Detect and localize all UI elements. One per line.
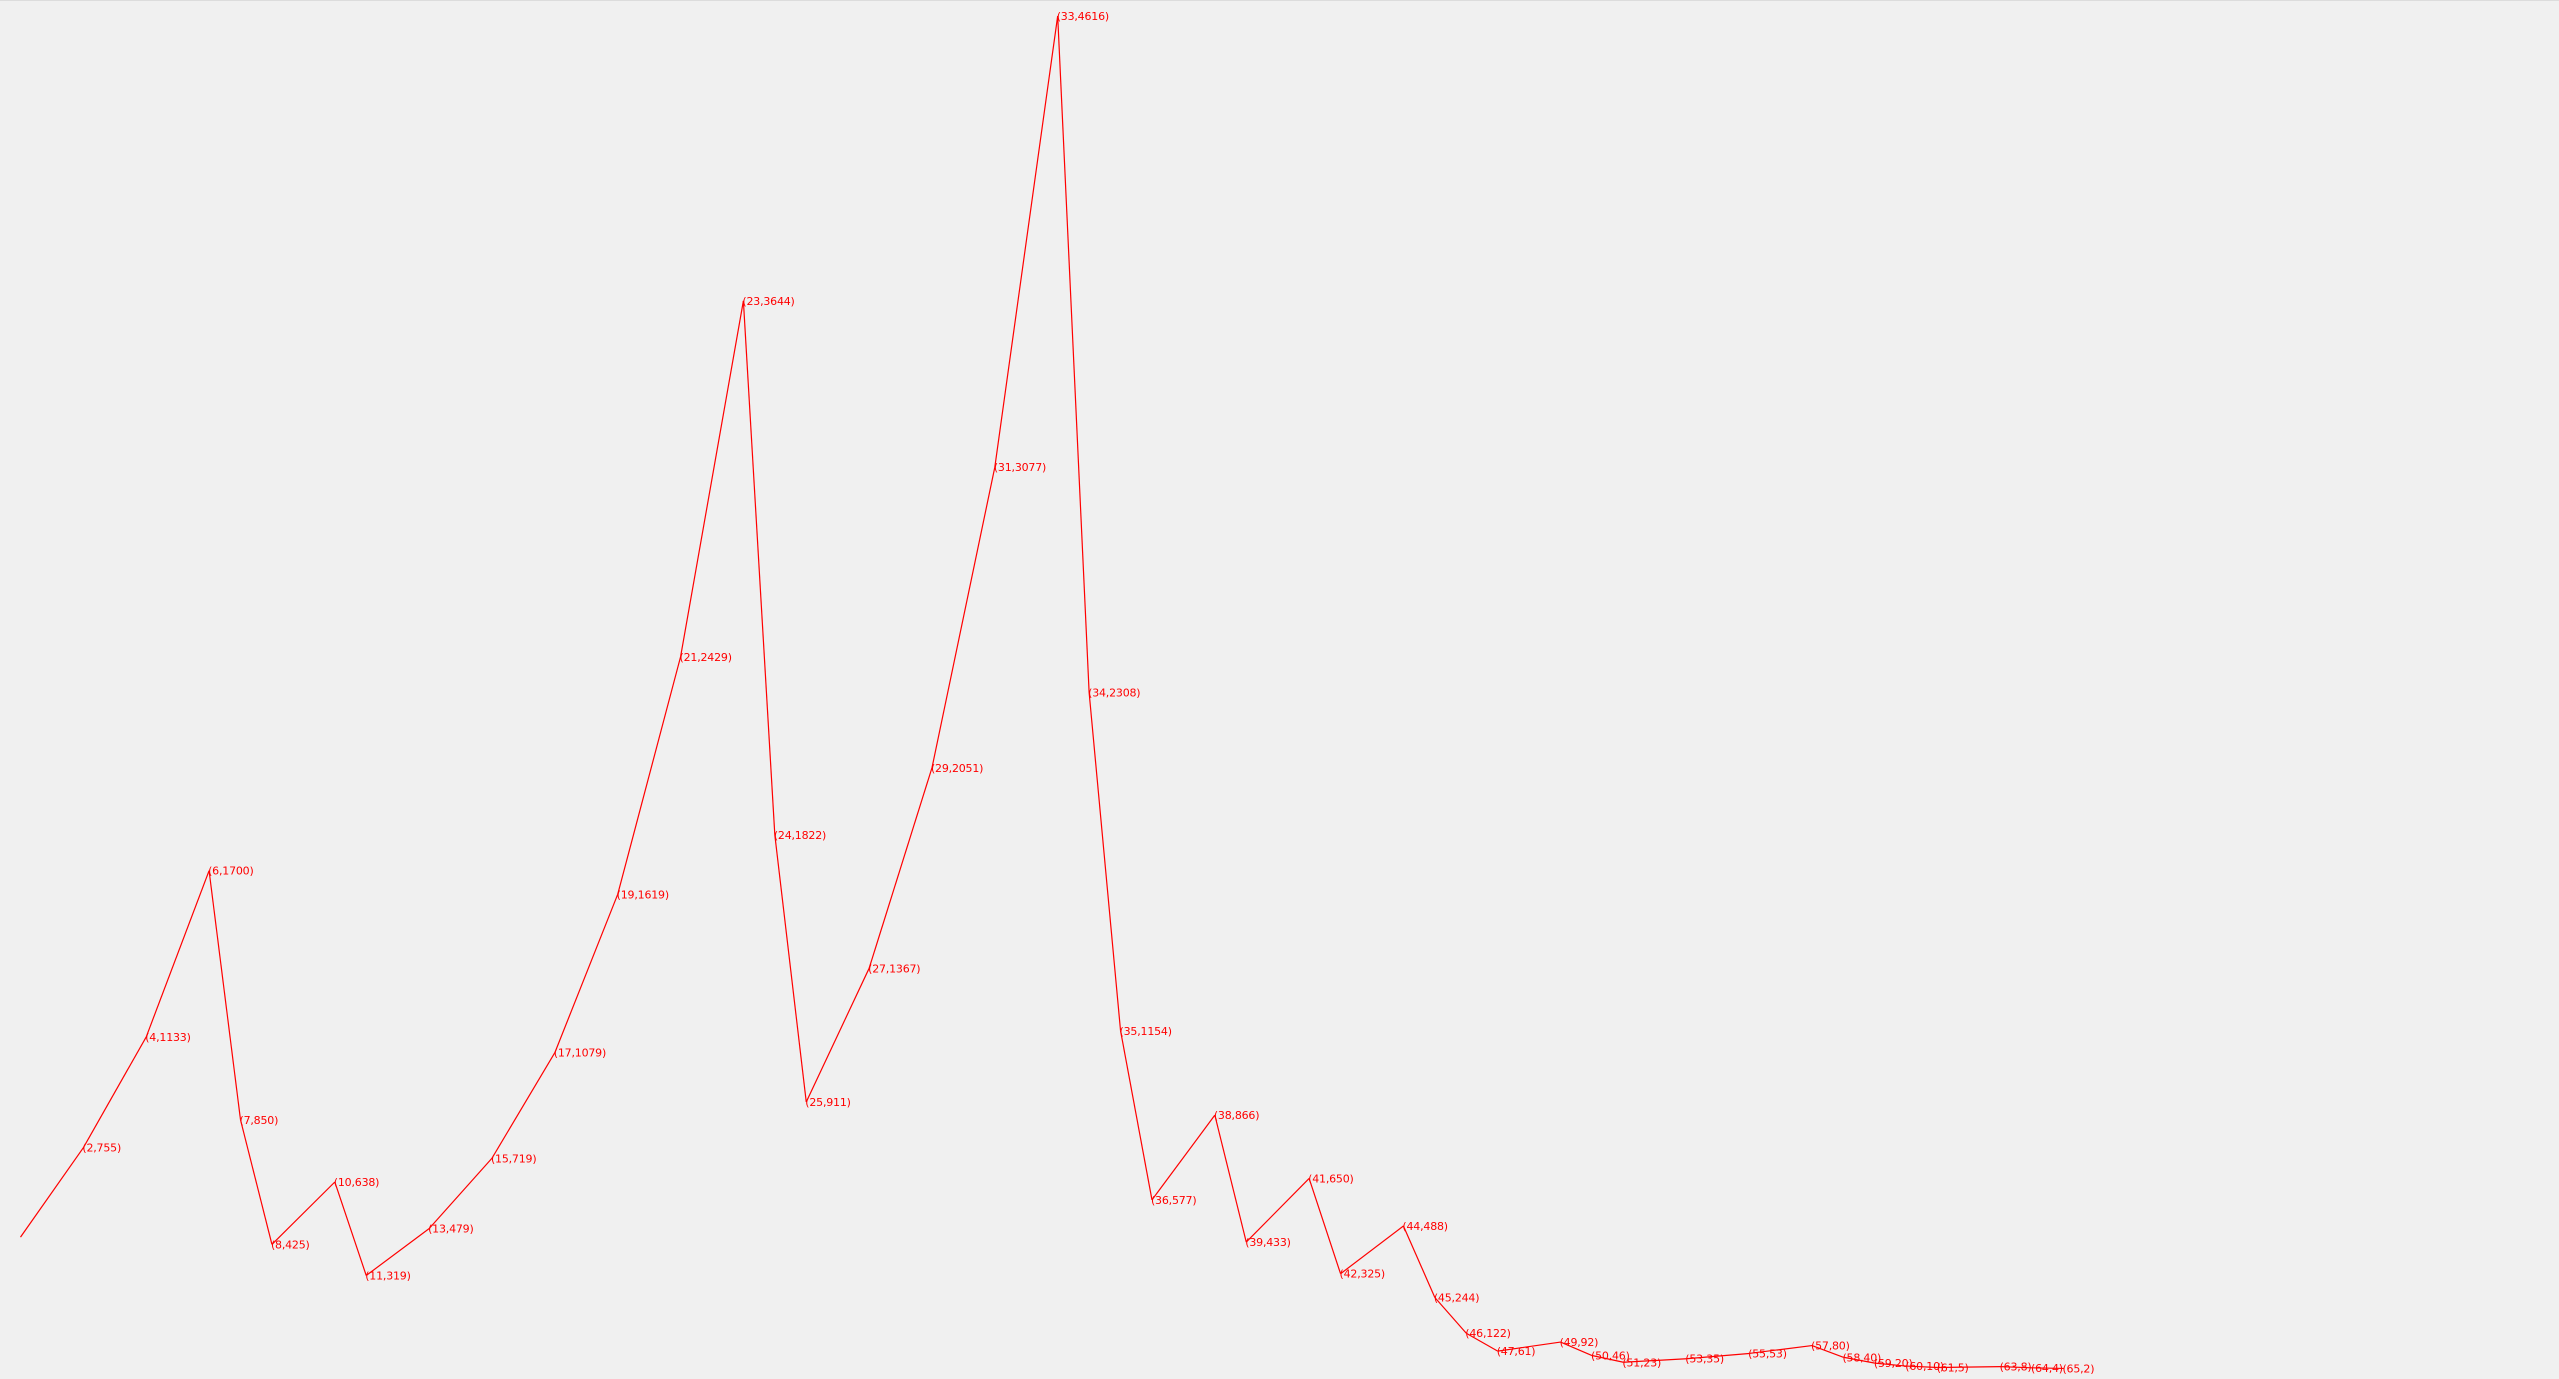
series-line-segment — [1749, 1344, 1813, 1355]
series-line-segment — [1811, 1344, 1844, 1358]
series-line-group — [20, 15, 2064, 1370]
series-line-segment — [2032, 1367, 2064, 1370]
data-label: (59,20) — [1874, 1357, 1913, 1370]
series-line-segment — [1497, 1341, 1561, 1352]
series-line-segment — [554, 894, 619, 1053]
series-line-segment — [1906, 1365, 1938, 1369]
data-label: (50,46) — [1591, 1350, 1630, 1363]
series-line-segment — [805, 968, 870, 1103]
data-label: (2,755) — [82, 1142, 121, 1155]
series-line-segment — [20, 1147, 84, 1238]
data-label: (47,61) — [1497, 1345, 1536, 1358]
data-label: (7,850) — [240, 1114, 279, 1127]
data-label: (60,10) — [1905, 1360, 1944, 1373]
series-line-segment — [1465, 1332, 1499, 1352]
series-line-segment — [994, 15, 1059, 468]
data-label: (17,1079) — [554, 1047, 606, 1060]
series-line-segment — [1937, 1366, 2001, 1369]
series-line-segment — [1591, 1354, 1624, 1363]
data-label: (46,122) — [1465, 1327, 1510, 1340]
series-line-segment — [428, 1157, 493, 1229]
series-line-segment — [1057, 15, 1090, 693]
series-line-segment — [1686, 1352, 1750, 1360]
data-label: (21,2429) — [680, 651, 732, 664]
data-label: (58,40) — [1842, 1351, 1881, 1364]
data-label: (24,1822) — [774, 829, 826, 842]
data-label: (38,866) — [1214, 1109, 1259, 1122]
data-label: (41,650) — [1308, 1172, 1353, 1185]
series-line-segment — [1843, 1356, 1875, 1364]
series-line-segment — [617, 656, 682, 895]
series-line-segment — [208, 870, 242, 1120]
data-label: (63,8) — [2000, 1361, 2032, 1374]
data-label: (36,577) — [1151, 1194, 1196, 1207]
data-label: (25,911) — [805, 1096, 850, 1109]
series-line-segment — [1402, 1225, 1436, 1298]
data-label: (11,319) — [365, 1269, 410, 1282]
data-label: (29,2051) — [931, 762, 983, 775]
data-label: (8,425) — [271, 1238, 310, 1251]
data-label: (42,325) — [1340, 1268, 1385, 1281]
data-label: (10,638) — [334, 1176, 379, 1189]
series-line-segment — [1874, 1362, 1907, 1367]
series-line-segment — [1119, 1030, 1153, 1200]
data-label: (44,488) — [1402, 1220, 1447, 1233]
series-line-segment — [239, 1119, 273, 1245]
series-line-segment — [334, 1181, 367, 1276]
data-label: (64,4) — [2031, 1362, 2063, 1375]
data-label: (49,92) — [1560, 1336, 1599, 1349]
data-label: (31,3077) — [994, 461, 1046, 474]
data-label: (55,53) — [1748, 1347, 1787, 1360]
series-line-segment — [679, 300, 744, 658]
series-line-segment — [365, 1228, 430, 1276]
data-label: (6,1700) — [208, 865, 253, 878]
series-line-segment — [931, 466, 996, 768]
data-label: (51,23) — [1622, 1356, 1661, 1369]
top-border — [0, 0, 2559, 1]
data-label: (13,479) — [428, 1223, 473, 1236]
data-label: (4,1133) — [145, 1031, 190, 1044]
series-line-segment — [1308, 1178, 1342, 1274]
series-line-segment — [1340, 1225, 1404, 1275]
series-line-segment — [1623, 1358, 1687, 1363]
data-label: (53,35) — [1685, 1353, 1724, 1366]
data-label: (23,3644) — [742, 295, 794, 308]
data-label: (35,1154) — [1120, 1025, 1172, 1038]
data-label: (61,5) — [1937, 1362, 1969, 1375]
data-label: (19,1619) — [617, 888, 669, 901]
series-line-segment — [1560, 1341, 1593, 1357]
data-label: (15,719) — [491, 1152, 536, 1165]
series-line-segment — [1434, 1297, 1467, 1334]
data-label: (39,433) — [1245, 1236, 1290, 1249]
series-line-segment — [2000, 1366, 2033, 1369]
series-line-segment — [868, 767, 933, 969]
data-label: (33,4616) — [1057, 10, 1109, 23]
series-line-segment — [145, 870, 210, 1038]
series-line-segment — [1151, 1114, 1216, 1201]
series-line-segment — [1214, 1115, 1247, 1243]
series-line-segment — [1088, 692, 1122, 1031]
series-line-segment — [271, 1181, 336, 1245]
data-labels-group: (2,755) (4,1133) (6,1700) (7,850) (8,425) (10… — [82, 10, 2094, 1375]
series-line-segment — [774, 834, 807, 1103]
data-label: (45,244) — [1434, 1291, 1479, 1304]
series-line-segment — [491, 1052, 556, 1159]
data-label: (57,80) — [1811, 1340, 1850, 1353]
series-line-segment — [82, 1036, 147, 1148]
series-line-segment — [1245, 1178, 1310, 1243]
series-line-segment — [742, 300, 776, 835]
data-label: (34,2308) — [1088, 687, 1140, 700]
data-label: (27,1367) — [868, 962, 920, 975]
data-label: (65,2) — [2062, 1362, 2094, 1375]
